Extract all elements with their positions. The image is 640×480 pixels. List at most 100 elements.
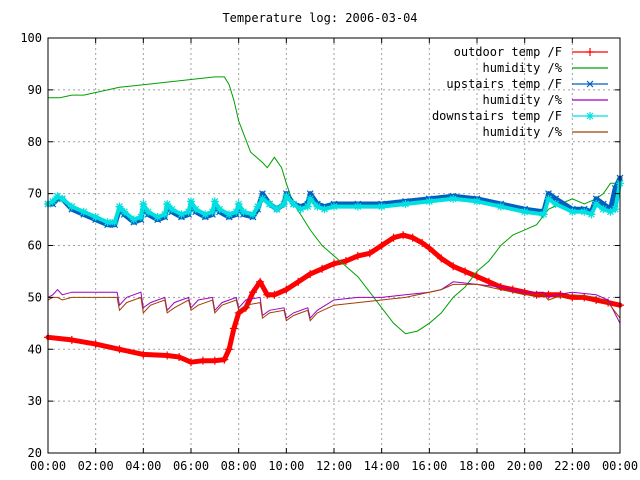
data-point [437,254,446,263]
y-tick-label: 90 [28,83,42,97]
data-point [187,197,195,206]
series-1 [48,76,620,335]
legend-marker [586,112,594,120]
data-point [611,205,620,214]
data-point [229,324,238,333]
data-point [599,205,608,214]
y-tick-label: 50 [28,290,42,304]
legend-label: humidity /% [483,61,563,75]
data-point [248,288,257,297]
data-point [208,207,217,216]
data-point [263,290,272,299]
x-tick-label: 16:00 [411,459,447,473]
data-point [198,356,207,365]
legend-label: downstairs temp /F [432,109,562,123]
y-tick-label: 40 [28,342,42,356]
x-tick-label: 04:00 [125,459,161,473]
data-point [265,200,274,208]
legend-marker [586,80,594,88]
data-point [139,350,148,359]
data-point [282,192,291,201]
data-point [110,218,119,227]
data-point [306,270,315,279]
data-point [320,205,329,214]
data-point [399,231,408,240]
data-point [418,238,427,247]
data-point [592,200,601,208]
data-point [520,207,529,216]
legend-label: upstairs temp /F [446,77,562,91]
data-point [389,233,398,242]
data-point [225,345,234,354]
data-point [79,207,88,216]
data-point [177,210,186,219]
series-line [46,181,622,225]
legend: outdoor temp /F humidity /% upstairs temp … [432,45,608,139]
data-point [449,194,458,203]
data-point [136,212,145,221]
x-tick-label: 00:00 [602,459,638,473]
data-point [330,259,338,268]
data-point [220,355,229,364]
x-tick-label: 08:00 [221,459,257,473]
data-point [253,202,262,211]
data-point [544,194,553,203]
data-point [365,249,374,258]
x-tick-label: 06:00 [173,459,209,473]
data-point [341,257,350,266]
data-point [353,251,362,260]
legend-label: outdoor temp /F [454,45,562,59]
data-point [401,200,410,208]
data-point [175,353,184,362]
data-point [461,267,470,276]
series-4 [44,179,624,227]
data-point [473,197,481,206]
data-point [294,277,303,286]
data-point [248,210,257,219]
series-line [47,281,621,324]
data-point [232,207,241,216]
y-tick-label: 60 [28,239,42,253]
series-3 [47,281,621,324]
series-layer [44,76,624,367]
data-point [167,205,176,214]
data-point [184,207,193,216]
x-tick-label: 22:00 [554,459,590,473]
data-point [210,197,219,206]
data-point [91,212,100,221]
data-point [115,345,124,354]
data-point [306,190,314,198]
data-point [187,358,195,367]
data-point [256,277,265,286]
data-point [259,190,266,198]
data-point [408,233,417,242]
data-point [592,195,600,203]
data-point [103,218,112,227]
data-point [580,207,589,216]
data-point [425,197,434,206]
tick-layer: 20 30 40 50 60 70 80 90 100 00:00 02:00 04:00 06:00 0… [20,31,638,473]
data-point [296,205,305,214]
data-point [587,210,596,219]
data-point [303,202,312,211]
data-point [191,205,200,214]
data-point [496,202,505,211]
data-point [484,277,493,286]
x-tick-label: 18:00 [459,459,495,473]
data-point [606,207,615,216]
data-point [473,272,481,281]
data-point [282,285,291,294]
x-tick-label: 12:00 [316,459,352,473]
data-point [201,210,210,219]
data-point [234,200,243,208]
y-tick-label: 100 [20,31,42,45]
data-point [568,207,577,216]
data-point [353,202,362,211]
data-point [239,207,248,216]
data-point [377,241,386,250]
y-tick-label: 30 [28,394,42,408]
data-point [318,264,327,273]
data-point [215,205,224,214]
x-tick-label: 14:00 [364,459,400,473]
